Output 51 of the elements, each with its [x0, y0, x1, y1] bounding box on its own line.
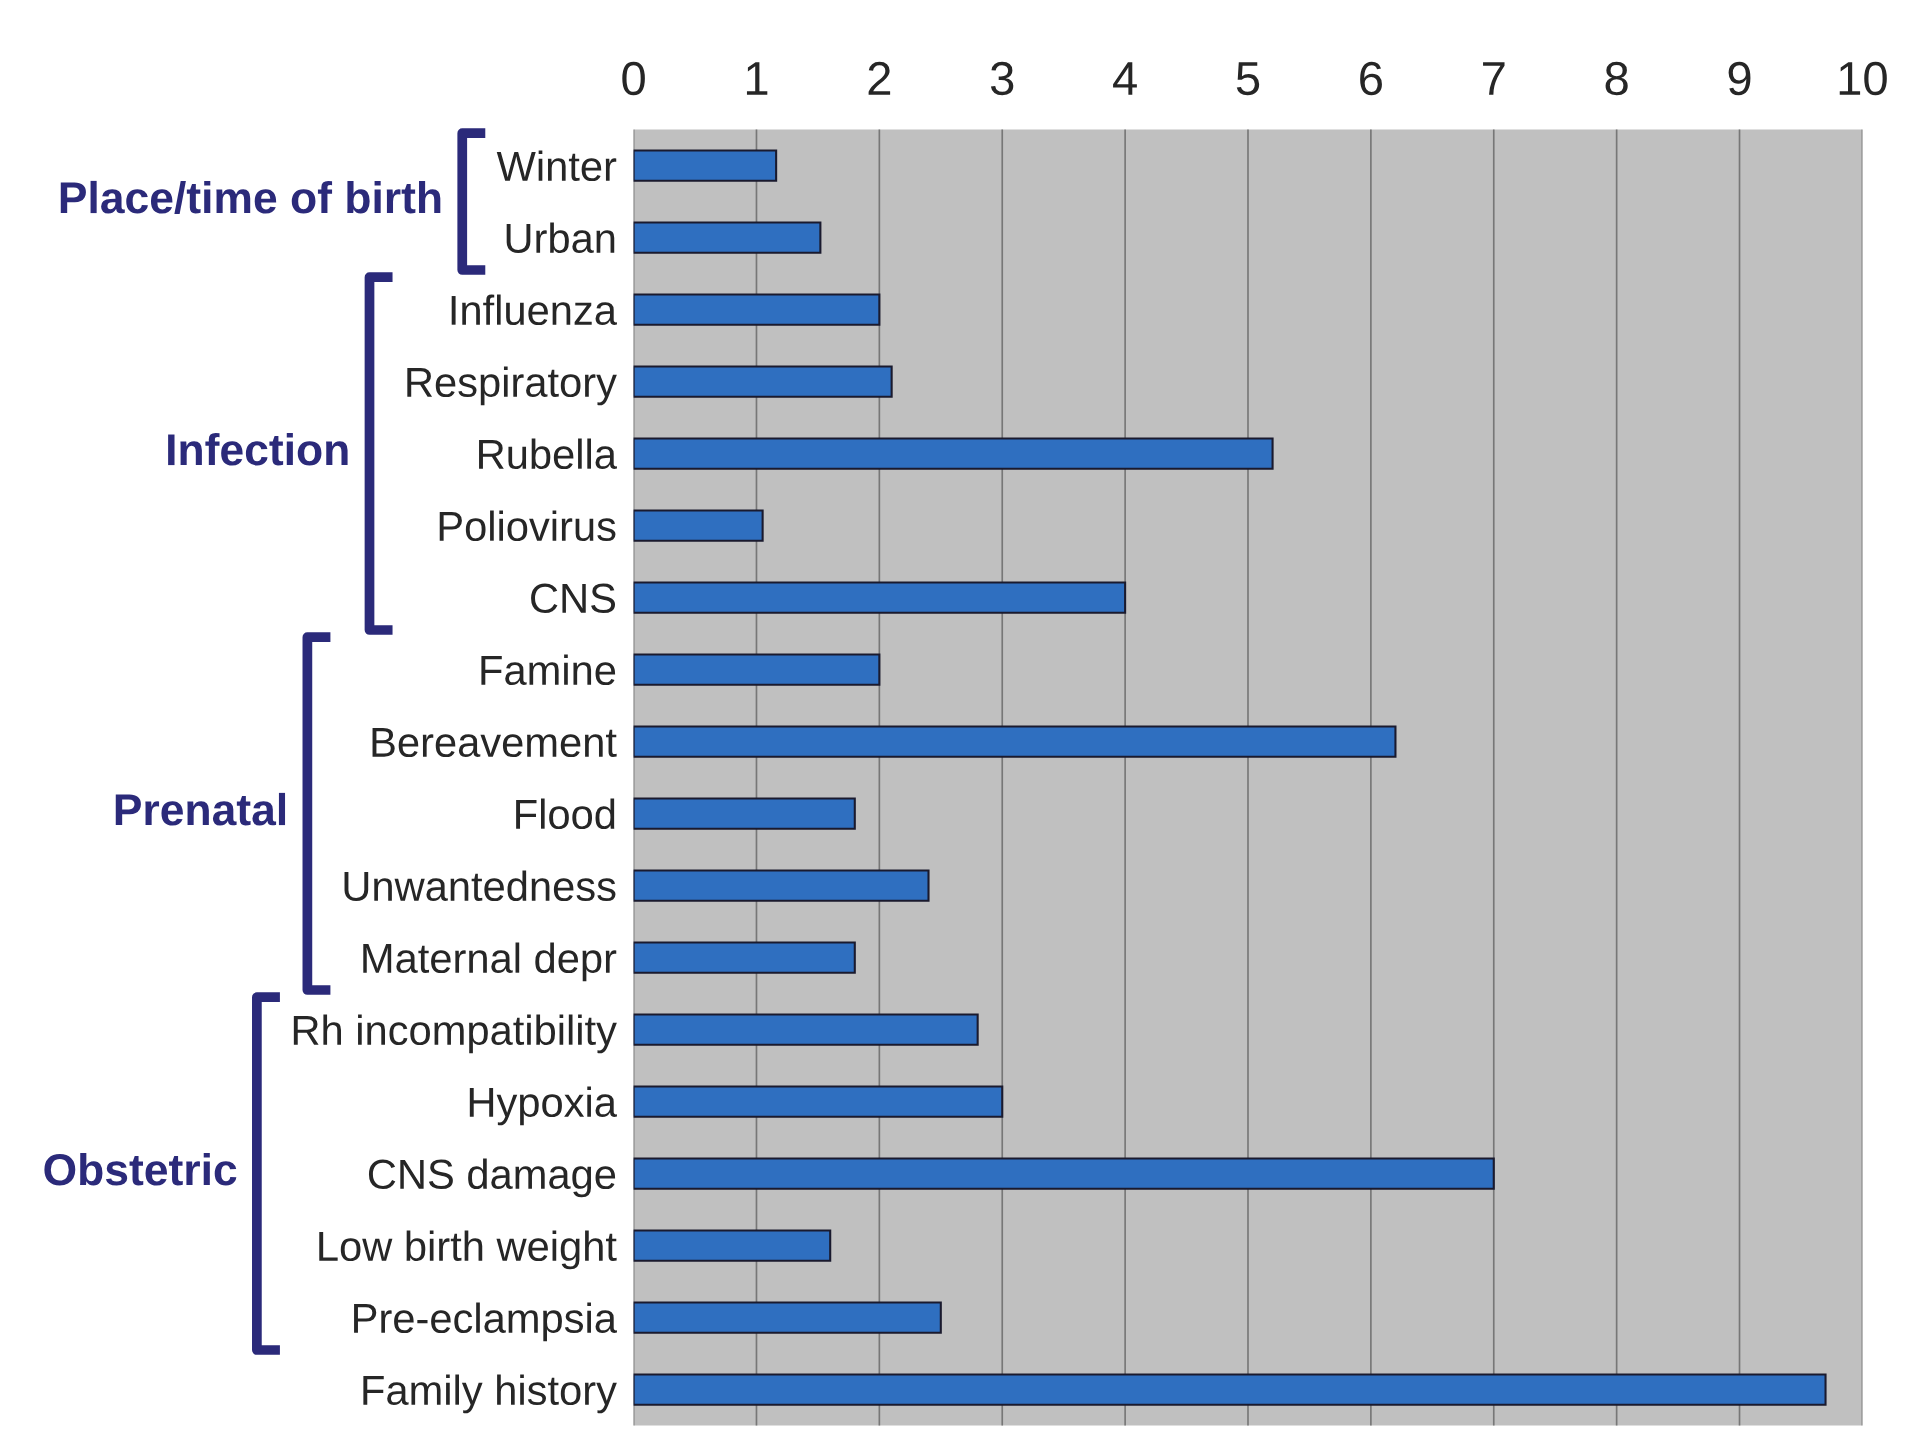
bar: [633, 1301, 942, 1334]
y-tick-label: Maternal depr: [363, 942, 617, 982]
bar: [633, 653, 881, 686]
y-tick-label: Pre-eclampsia: [354, 1302, 617, 1342]
bar: [633, 1373, 1827, 1406]
bar: [633, 365, 893, 398]
y-tick-label: Rh incompatibility: [293, 1014, 617, 1054]
bar: [633, 725, 1397, 758]
x-tick-label: 4: [1113, 62, 1137, 95]
y-tick-label: CNS: [531, 583, 616, 614]
y-tick-label: Famine: [481, 654, 616, 686]
bar: [633, 509, 764, 542]
y-tick-label: Flood: [516, 798, 615, 830]
y-tick-label: Low birth weight: [319, 1230, 617, 1270]
bar: [633, 1013, 979, 1046]
y-tick-label: Bereavement: [372, 728, 617, 758]
bar: [633, 869, 930, 902]
x-tick-label: 2: [868, 61, 891, 95]
y-tick-label: Unwantedness: [344, 870, 616, 902]
x-tick-label: 8: [1605, 61, 1628, 96]
bar: [633, 221, 822, 254]
y-tick-label: Respiratory: [407, 366, 617, 406]
x-tick-label: 1: [746, 62, 768, 95]
text: Obstetric: [44, 1152, 237, 1186]
y-tick-label: Family history: [363, 1374, 617, 1414]
text: Infection: [168, 432, 348, 466]
bar: [633, 797, 856, 830]
y-tick-label: Rubella: [479, 438, 617, 470]
y-tick-label: CNS damage: [368, 1158, 616, 1198]
bar: [633, 1085, 1004, 1118]
bar: [633, 1157, 1495, 1190]
y-tick-label: Poliovirus: [439, 510, 616, 542]
text: Prenatal: [115, 792, 286, 826]
text: Place/time of birth: [60, 180, 441, 214]
x-tick-label: 3: [990, 61, 1014, 96]
bar: [633, 1229, 832, 1262]
x-tick-label: 0: [622, 61, 645, 96]
y-tick-label: Hypoxia: [469, 1086, 617, 1126]
bar: [633, 293, 881, 326]
y-tick-label: Influenza: [451, 294, 617, 326]
bar: [633, 437, 1274, 470]
bar: [633, 941, 856, 974]
x-tick-label: 9: [1728, 61, 1751, 96]
x-tick-label: 6: [1360, 61, 1382, 96]
x-tick-label: 10: [1839, 61, 1887, 96]
y-tick-label: Winter: [496, 150, 617, 182]
bar: [633, 149, 778, 182]
bar: [633, 581, 1127, 614]
x-tick-label: 5: [1236, 62, 1260, 96]
x-tick-label: 7: [1483, 62, 1505, 95]
y-tick-label: Urban: [506, 222, 615, 254]
